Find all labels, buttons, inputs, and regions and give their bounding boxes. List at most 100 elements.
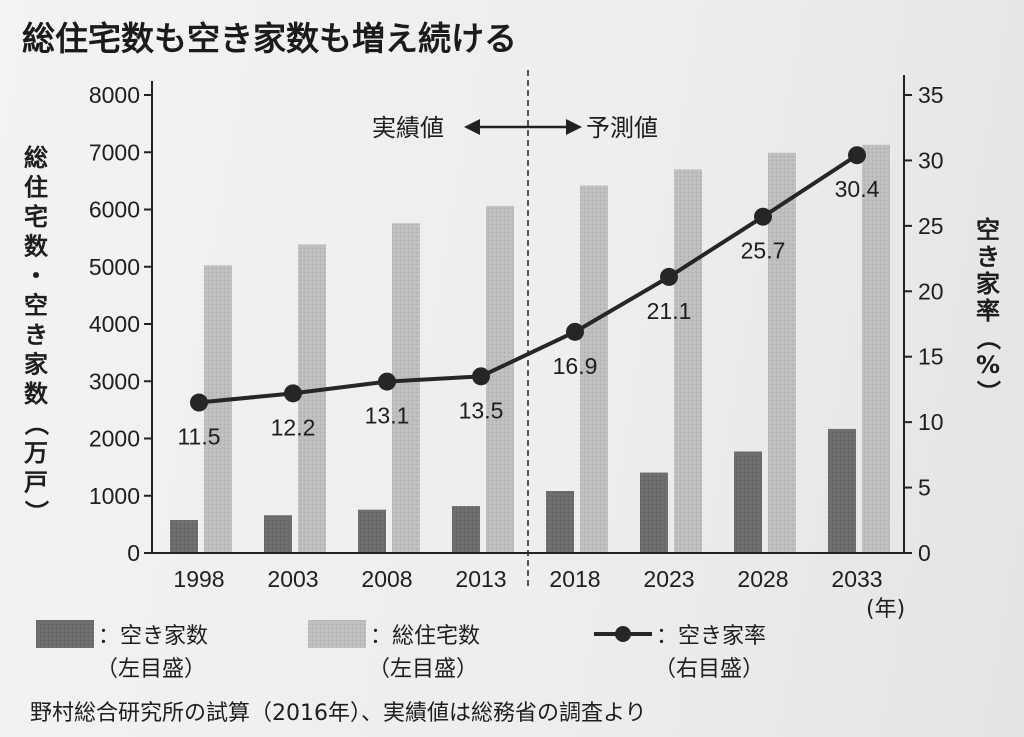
- legend-dot: [615, 626, 631, 642]
- zone-label-forecast: 予測値: [586, 114, 658, 142]
- right-tick-label: 35: [918, 82, 944, 108]
- vacancy-rate-point-1998: [190, 393, 208, 412]
- axis-title-char: 住: [24, 174, 48, 202]
- bar-total-2018: [580, 185, 608, 553]
- axis-title-char: き: [976, 243, 1000, 271]
- legend-swatch-dark: [36, 620, 94, 648]
- bar-vacant-2008: [358, 509, 386, 553]
- x-tick-label: 2023: [643, 566, 694, 592]
- x-tick-label: 2003: [267, 566, 318, 592]
- axis-title-char: （: [22, 412, 50, 436]
- legend-swatch-light: [308, 620, 366, 648]
- bar-total-1998: [204, 265, 232, 553]
- x-axis-unit: (年): [866, 597, 905, 622]
- legend-item-vacancy-rate: ：空き家率 （右目盛）: [594, 624, 766, 682]
- bar-vacant-2018: [546, 490, 574, 553]
- axis-title-char: ）: [22, 500, 50, 524]
- left-tick-label: 4000: [89, 311, 140, 337]
- vacancy-rate-label-2028: 25.7: [741, 238, 786, 264]
- bar-vacant-2033: [828, 428, 856, 553]
- right-axis-title: 空き家率（%）: [974, 216, 1002, 404]
- left-tick-label: 1000: [89, 483, 140, 509]
- vacancy-rate-label-2033: 30.4: [835, 176, 880, 202]
- bar-vacant-2023: [640, 472, 668, 553]
- vacancy-rate-label-2008: 13.1: [365, 403, 410, 429]
- chart-title: 総住宅数も空き家数も増え続ける: [22, 19, 517, 58]
- axis-title-char: 宅: [24, 203, 48, 231]
- zone-label-actual: 実績値: [372, 114, 444, 142]
- axis-title-char: 家: [976, 270, 1000, 298]
- line-layer: [190, 146, 866, 412]
- axis-title-char: 戸: [24, 469, 48, 497]
- left-tick-label: 3000: [89, 368, 140, 394]
- x-tick-label: 1998: [173, 566, 224, 592]
- vacancy-rate-label-2018: 16.9: [553, 353, 598, 379]
- x-tick-label: 2013: [455, 566, 506, 592]
- axes-layer: 0 1000 2000 3000 4000 5000 6000 7000 8000 0 5 10 15 2…: [89, 70, 944, 592]
- legend-item-vacant-count: ：空き家数 （左目盛）: [36, 620, 208, 682]
- axis-title-char: （: [974, 326, 1002, 350]
- vacancy-rate-point-2013: [472, 367, 490, 386]
- legend: ：空き家数 （左目盛） ：総住宅数 （左目盛） ：空き家率 （右目盛）: [36, 620, 766, 682]
- left-axis-title: 総住宅数・空き家数（万戸）: [22, 144, 50, 524]
- axis-title-char: ・: [24, 262, 48, 290]
- legend-item-total-housing: ：総住宅数 （左目盛）: [308, 620, 480, 682]
- double-arrow-icon: [464, 119, 582, 135]
- bar-vacant-1998: [170, 520, 198, 553]
- legend-label-vacant-count: ：空き家数: [98, 624, 208, 649]
- bar-total-2013: [486, 205, 514, 553]
- vacancy-rate-label-2013: 13.5: [459, 397, 504, 423]
- axis-title-char: ）: [974, 380, 1002, 404]
- vacancy-rate-label-1998: 11.5: [177, 424, 220, 450]
- bar-total-2008: [392, 223, 420, 554]
- axis-title-char: 家: [24, 351, 48, 379]
- right-tick-label: 25: [918, 213, 944, 239]
- axis-title-char: 空: [24, 292, 48, 320]
- left-tick-label: 2000: [89, 426, 140, 452]
- axis-title-char: 空: [976, 216, 1000, 244]
- vacancy-rate-point-2033: [848, 146, 866, 165]
- bar-total-2028: [768, 152, 796, 553]
- legend-sub-vacant-count: （左目盛）: [96, 657, 206, 682]
- axis-title-char: 率: [976, 297, 1000, 325]
- legend-label-total-housing: ：総住宅数: [370, 624, 480, 649]
- vacancy-rate-point-2028: [754, 207, 772, 226]
- right-tick-label: 5: [918, 475, 931, 501]
- vacancy-rate-point-2003: [284, 384, 302, 403]
- vacancy-rate-label-2003: 12.2: [271, 414, 316, 440]
- axis-title-char: 万: [24, 439, 48, 467]
- x-tick-label: 2033: [831, 566, 882, 592]
- vacancy-rate-point-2023: [660, 267, 678, 286]
- legend-sub-vacancy-rate: （右目盛）: [654, 657, 764, 682]
- x-tick-label: 2008: [361, 566, 412, 592]
- bar-vacant-2003: [264, 515, 292, 553]
- vacancy-rate-label-2023: 21.1: [647, 298, 692, 324]
- vacancy-rate-point-2008: [378, 372, 396, 391]
- left-tick-label: 8000: [89, 82, 140, 108]
- labels-layer: 11.5 12.2 13.1 13.5 16.9 21.1 25.7 30.4: [177, 176, 879, 449]
- right-tick-label: 0: [918, 540, 931, 566]
- legend-label-vacancy-rate: ：空き家率: [656, 624, 766, 649]
- right-tick-label: 10: [918, 409, 944, 435]
- axis-title-char: 数: [24, 233, 49, 261]
- bar-vacant-2028: [734, 451, 762, 553]
- vacancy-rate-line: [198, 153, 859, 405]
- axis-title-char: 数: [24, 380, 49, 408]
- legend-sub-total-housing: （左目盛）: [368, 657, 478, 682]
- axis-title-char: 総: [24, 144, 48, 172]
- right-tick-label: 20: [918, 278, 944, 304]
- axis-title-char: き: [24, 321, 48, 349]
- left-tick-label: 6000: [89, 197, 140, 223]
- x-tick-label: 2028: [737, 566, 788, 592]
- left-tick-label: 5000: [89, 254, 140, 280]
- bar-vacant-2013: [452, 506, 480, 553]
- bar-total-2003: [298, 244, 326, 554]
- left-tick-label: 0: [127, 540, 140, 566]
- vacancy-rate-point-2018: [566, 322, 584, 341]
- bars-layer: [170, 144, 890, 554]
- left-tick-label: 7000: [89, 139, 140, 165]
- bar-total-2023: [674, 169, 702, 554]
- axis-title-char: %: [976, 351, 1000, 379]
